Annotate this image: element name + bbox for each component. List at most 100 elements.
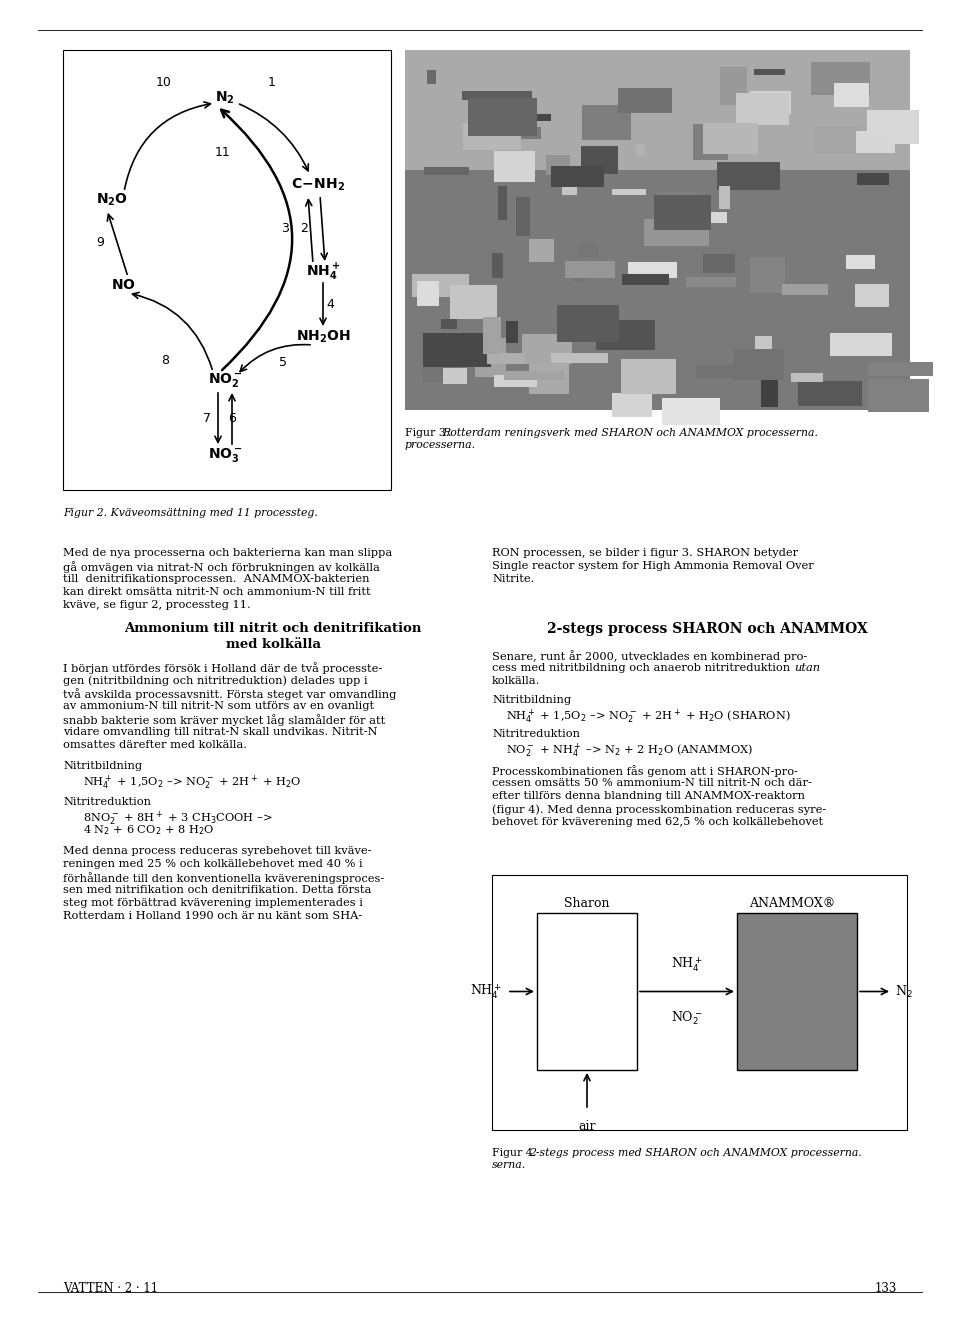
- Bar: [582, 147, 617, 174]
- Text: serna.: serna.: [492, 1160, 526, 1170]
- Bar: [622, 273, 669, 285]
- Bar: [617, 87, 672, 114]
- Text: 133: 133: [875, 1282, 897, 1295]
- Text: steg mot förbättrad kväverening implementerades i: steg mot förbättrad kväverening implemen…: [63, 898, 363, 908]
- Text: snabb bakterie som kräver mycket låg slamålder för att: snabb bakterie som kräver mycket låg sla…: [63, 714, 385, 726]
- Text: utan: utan: [794, 663, 820, 673]
- Bar: [735, 92, 789, 125]
- Text: gen (nitritbildning och nitritreduktion) delades upp i: gen (nitritbildning och nitritreduktion)…: [63, 675, 368, 685]
- Text: Nitritreduktion: Nitritreduktion: [63, 797, 151, 807]
- Text: Senare, runt år 2000, utvecklades en kombinerad pro-: Senare, runt år 2000, utvecklades en kom…: [492, 649, 807, 661]
- Bar: [868, 362, 933, 376]
- Text: 5: 5: [279, 356, 287, 370]
- Text: air: air: [578, 1119, 596, 1133]
- Bar: [424, 168, 469, 174]
- Text: Med denna process reduceras syrebehovet till kväve-: Med denna process reduceras syrebehovet …: [63, 846, 372, 855]
- Bar: [475, 338, 506, 376]
- Bar: [493, 150, 535, 182]
- Text: Med de nya processerna och bakterierna kan man slippa: Med de nya processerna och bakterierna k…: [63, 548, 393, 558]
- Text: $\mathbf{NO}$: $\mathbf{NO}$: [110, 279, 135, 292]
- Bar: [636, 144, 645, 156]
- Bar: [511, 103, 520, 125]
- Bar: [492, 253, 503, 279]
- Text: cess med nitritbildning och anaerob nitritreduktion: cess med nitritbildning och anaerob nitr…: [492, 663, 794, 673]
- Text: RON processen, se bilder i figur 3. SHARON betyder: RON processen, se bilder i figur 3. SHAR…: [492, 548, 798, 558]
- Text: 6: 6: [228, 412, 236, 425]
- Text: 4: 4: [326, 298, 334, 312]
- Bar: [869, 379, 928, 412]
- Text: 2-stegs process SHARON och ANAMMOX: 2-stegs process SHARON och ANAMMOX: [546, 622, 868, 636]
- Text: 7: 7: [203, 412, 211, 425]
- Bar: [418, 281, 439, 306]
- Bar: [720, 67, 748, 106]
- Bar: [621, 359, 677, 393]
- Text: Sharon: Sharon: [564, 898, 610, 909]
- Text: 2: 2: [300, 222, 308, 235]
- Bar: [426, 70, 436, 84]
- Text: processerna.: processerna.: [405, 440, 476, 450]
- Bar: [686, 277, 736, 288]
- Bar: [658, 191, 699, 222]
- Bar: [422, 358, 460, 381]
- Bar: [464, 123, 521, 150]
- Text: $\mathbf{N_2}$: $\mathbf{N_2}$: [215, 90, 235, 106]
- Bar: [612, 189, 646, 195]
- Bar: [856, 173, 890, 185]
- Bar: [521, 334, 571, 364]
- Text: 2-stegs process med SHARON och ANAMMOX processerna.: 2-stegs process med SHARON och ANAMMOX p…: [529, 1148, 862, 1158]
- Bar: [846, 255, 875, 269]
- Text: NO$_2^-$ + NH$_4^+$ –> N$_2$ + 2 H$_2$O (ANAMMOX): NO$_2^-$ + NH$_4^+$ –> N$_2$ + 2 H$_2$O …: [506, 742, 754, 760]
- Bar: [662, 399, 720, 425]
- Bar: [492, 875, 907, 1130]
- Text: kan direkt omsätta nitrit-N och ammonium-N till fritt: kan direkt omsätta nitrit-N och ammonium…: [63, 587, 371, 597]
- Text: (figur 4). Med denna processkombination reduceras syre-: (figur 4). Med denna processkombination …: [492, 804, 827, 814]
- Text: 4 N$_2$ + 6 CO$_2$ + 8 H$_2$O: 4 N$_2$ + 6 CO$_2$ + 8 H$_2$O: [83, 822, 214, 837]
- Bar: [573, 264, 585, 282]
- Text: omsattes därefter med kolkälla.: omsattes därefter med kolkälla.: [63, 741, 247, 750]
- Bar: [582, 106, 631, 140]
- Text: efter tillförs denna blandning till ANAMMOX-reaktorn: efter tillförs denna blandning till ANAM…: [492, 791, 805, 801]
- Bar: [791, 372, 824, 383]
- Bar: [704, 253, 734, 273]
- Text: till  denitrifikationsprocessen.  ANAMMOX-bakterien: till denitrifikationsprocessen. ANAMMOX-…: [63, 574, 370, 583]
- Bar: [405, 50, 910, 411]
- Bar: [834, 83, 869, 107]
- Bar: [563, 168, 578, 195]
- Bar: [511, 128, 540, 139]
- Text: 1: 1: [268, 77, 276, 90]
- Text: Figur 2. Kväveomsättning med 11 processteg.: Figur 2. Kväveomsättning med 11 processt…: [63, 508, 318, 517]
- Text: I början utfördes försök i Holland där de två processte-: I början utfördes försök i Holland där d…: [63, 663, 382, 673]
- Bar: [498, 186, 507, 219]
- Bar: [449, 285, 497, 318]
- Text: Nitritreduktion: Nitritreduktion: [492, 729, 580, 739]
- Bar: [696, 366, 752, 378]
- Text: ANAMMOX®: ANAMMOX®: [749, 898, 835, 909]
- Text: Rotterdam reningsverk med SHARON och ANAMMOX processerna.: Rotterdam reningsverk med SHARON och ANA…: [442, 428, 818, 438]
- Bar: [854, 284, 889, 308]
- Bar: [755, 69, 785, 75]
- Bar: [565, 260, 615, 279]
- Text: vidare omvandling till nitrat-N skall undvikas. Nitrit-N: vidare omvandling till nitrat-N skall un…: [63, 727, 377, 737]
- Bar: [529, 359, 569, 393]
- Bar: [693, 124, 729, 160]
- Bar: [504, 371, 564, 380]
- Bar: [441, 319, 457, 329]
- Text: NO$_2^-$: NO$_2^-$: [671, 1010, 703, 1027]
- Text: Nitritbildning: Nitritbildning: [63, 762, 142, 771]
- Bar: [756, 335, 772, 355]
- Text: kväve, se figur 2, processteg 11.: kväve, se figur 2, processteg 11.: [63, 601, 251, 610]
- Bar: [578, 243, 599, 257]
- Text: 10: 10: [156, 77, 172, 90]
- Text: två avskilda processavsnitt. Första steget var omvandling: två avskilda processavsnitt. Första steg…: [63, 688, 396, 700]
- Text: 9: 9: [96, 236, 104, 249]
- Bar: [468, 99, 537, 136]
- Text: Rotterdam i Holland 1990 och är nu känt som SHA-: Rotterdam i Holland 1990 och är nu känt …: [63, 911, 362, 921]
- Bar: [505, 115, 551, 121]
- Bar: [811, 62, 870, 95]
- Bar: [551, 166, 604, 187]
- Text: 3: 3: [281, 222, 289, 235]
- Text: 8NO$_2^-$ + 8H$^+$ + 3 CH$_3$COOH –>: 8NO$_2^-$ + 8H$^+$ + 3 CH$_3$COOH –>: [83, 810, 273, 829]
- Bar: [655, 194, 711, 230]
- Text: 8: 8: [161, 354, 169, 367]
- Bar: [483, 317, 501, 354]
